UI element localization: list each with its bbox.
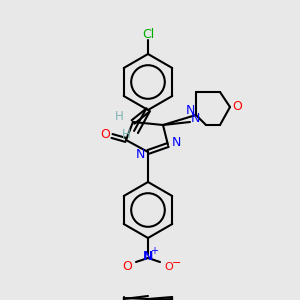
Text: N: N (190, 112, 200, 124)
Text: H: H (115, 110, 123, 122)
Text: +: + (150, 246, 158, 256)
Text: O: O (232, 100, 242, 113)
Text: N: N (171, 136, 181, 149)
Text: N: N (135, 148, 145, 160)
Text: O: O (165, 262, 173, 272)
Text: H: H (122, 128, 130, 140)
Text: N: N (185, 104, 195, 118)
Text: −: − (172, 258, 182, 268)
Text: Cl: Cl (142, 28, 154, 40)
Text: O: O (100, 128, 110, 142)
Text: N: N (143, 250, 153, 262)
Text: O: O (122, 260, 132, 272)
